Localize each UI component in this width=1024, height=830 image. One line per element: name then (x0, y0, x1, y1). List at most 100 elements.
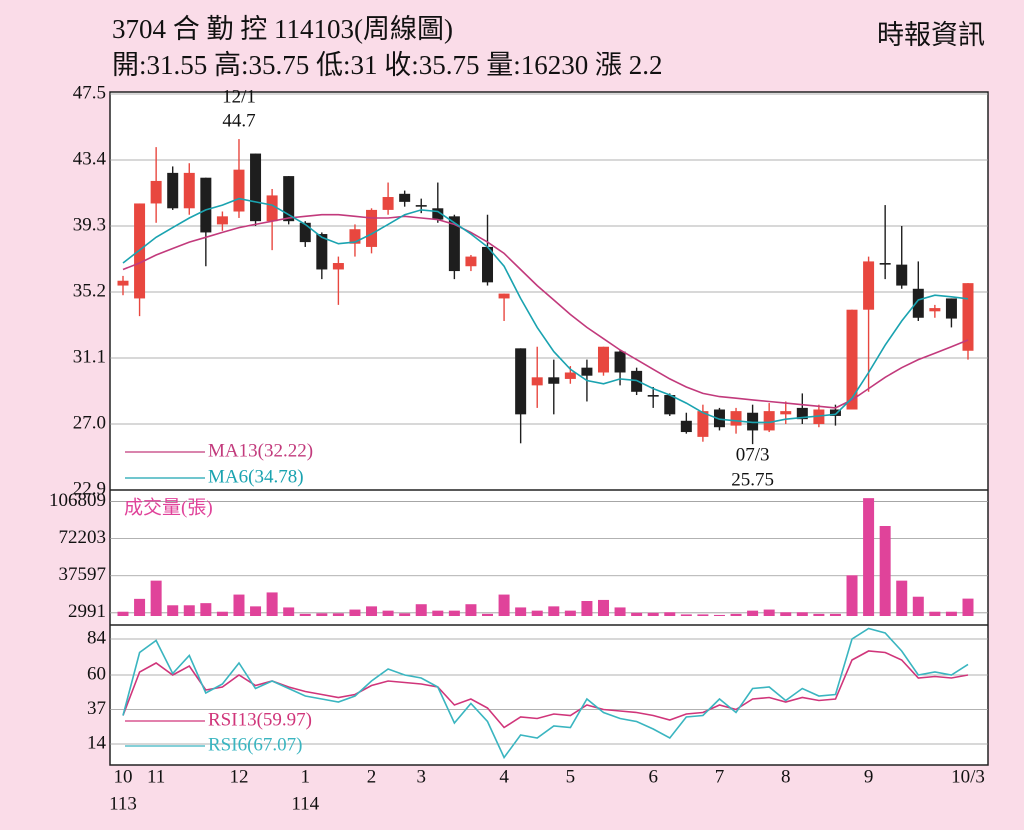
candle-body (680, 420, 692, 433)
x-tick-label: 10/3 (951, 766, 985, 787)
candle-body (829, 409, 841, 416)
y-tick-label: 35.2 (73, 280, 106, 301)
candle-body (697, 411, 709, 437)
summary: 開:31.55 高:35.75 低:31 收:35.75 量:16230 漲 2… (112, 50, 663, 80)
bar (614, 607, 626, 616)
x-year-label: 113 (109, 793, 137, 814)
bar (929, 611, 941, 616)
series-line (122, 627, 969, 760)
bar (713, 614, 725, 616)
candle-body (515, 348, 527, 415)
y-tick-label: 37 (87, 698, 106, 719)
candle-body (183, 172, 195, 209)
candle-body (747, 412, 759, 431)
x-tick-label: 7 (715, 766, 725, 787)
bar (846, 575, 858, 616)
bar (863, 498, 875, 616)
bar (283, 607, 295, 616)
candle-body (349, 229, 361, 244)
bar (150, 580, 162, 616)
x-tick-label: 10 (114, 766, 133, 787)
candle-body (266, 195, 278, 222)
candle-body (614, 351, 626, 373)
bar (564, 610, 576, 616)
bar (349, 609, 361, 616)
annotation-date: 12/1 (222, 86, 256, 107)
y-tick-label: 72203 (59, 527, 107, 548)
candle-body (200, 177, 212, 233)
candle-body (531, 377, 543, 386)
candle-body (250, 153, 262, 222)
candle-body (780, 411, 792, 415)
bar (945, 611, 957, 616)
bar (597, 599, 609, 616)
candle-body (548, 377, 560, 384)
source: 時報資訊 (877, 20, 985, 50)
bar (796, 612, 808, 616)
bar (730, 613, 742, 616)
bar (581, 601, 593, 616)
candle-body (846, 309, 858, 410)
bar (531, 610, 543, 616)
candle-body (167, 172, 179, 209)
bar (382, 610, 394, 616)
title: 3704 合 勤 控 114103(周線圖) (112, 14, 453, 44)
candle-body (896, 264, 908, 286)
candle-body (929, 308, 941, 312)
legend-label: RSI6(67.07) (208, 734, 302, 755)
candle-body (912, 288, 924, 318)
candle-body (730, 411, 742, 426)
bar (432, 610, 444, 616)
y-tick-label: 39.3 (73, 214, 106, 235)
candle-body (415, 205, 427, 207)
bar (399, 613, 411, 616)
candle-body (664, 395, 676, 415)
bar (631, 612, 643, 616)
candle-body (150, 180, 162, 204)
bar (299, 613, 311, 616)
bar (664, 612, 676, 616)
bar (747, 610, 759, 616)
x-tick-label: 2 (367, 766, 377, 787)
candle-body (796, 407, 808, 420)
y-tick-label: 27.0 (73, 412, 106, 433)
x-tick-label: 9 (864, 766, 874, 787)
bar (117, 611, 129, 616)
series-line (122, 213, 969, 409)
bar (266, 592, 278, 616)
y-tick-label: 14 (87, 732, 107, 753)
bar (829, 613, 841, 616)
x-tick-label: 8 (781, 766, 791, 787)
y-tick-label: 84 (87, 627, 107, 648)
candle-body (399, 193, 411, 202)
y-tick-label: 106809 (49, 490, 106, 511)
candle-body (945, 298, 957, 319)
bar (680, 614, 692, 616)
candle-body (581, 367, 593, 376)
bar (879, 526, 891, 616)
y-tick-label: 43.4 (73, 148, 107, 169)
bar (780, 612, 792, 616)
x-tick-label: 5 (566, 766, 576, 787)
bar (183, 605, 195, 616)
candle-body (448, 216, 460, 272)
bar (896, 580, 908, 616)
bar (515, 607, 527, 616)
candle-body (863, 261, 875, 310)
bar (250, 606, 262, 616)
bar (332, 613, 344, 616)
bar (415, 604, 427, 616)
legend-label: MA6(34.78) (208, 466, 304, 487)
series-line (122, 197, 969, 424)
y-tick-label: 31.1 (73, 346, 106, 367)
bar (962, 598, 974, 616)
bar (448, 610, 460, 616)
bar (233, 594, 245, 616)
candle-body (332, 263, 344, 270)
annotation-date: 07/3 (736, 444, 770, 465)
candle-body (283, 176, 295, 222)
x-tick-label: 4 (499, 766, 509, 787)
bar (134, 598, 146, 616)
candle-body (763, 411, 775, 431)
